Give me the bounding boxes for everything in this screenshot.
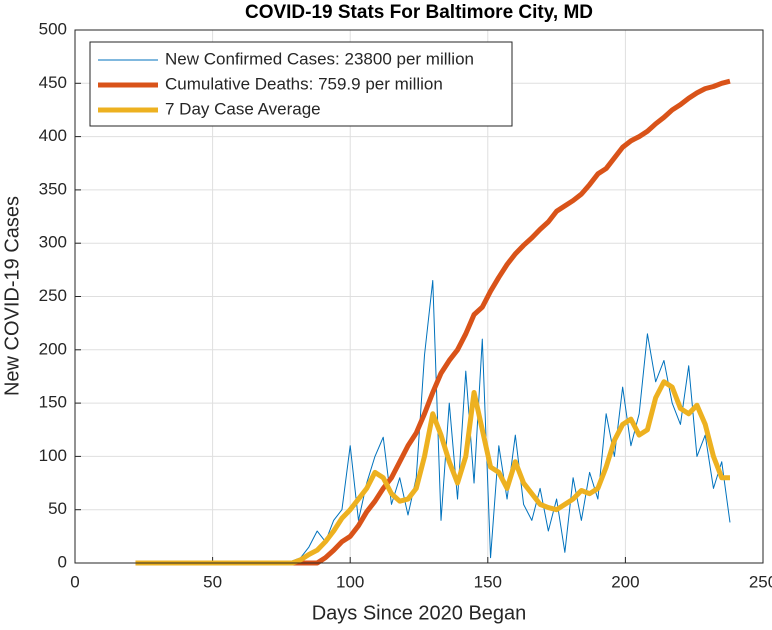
- chart-title: COVID-19 Stats For Baltimore City, MD: [245, 2, 593, 23]
- y-tick-label: 150: [39, 393, 67, 412]
- x-axis-label: Days Since 2020 Began: [312, 602, 527, 624]
- y-axis-label: New COVID-19 Cases: [1, 196, 23, 396]
- y-tick-label: 50: [48, 499, 67, 518]
- y-tick-label: 500: [39, 19, 67, 38]
- y-tick-label: 450: [39, 73, 67, 92]
- y-tick-label: 0: [58, 552, 67, 571]
- y-tick-label: 350: [39, 179, 67, 198]
- x-tick-label: 150: [474, 572, 502, 591]
- legend-label: 7 Day Case Average: [165, 99, 321, 118]
- x-tick-label: 200: [611, 572, 639, 591]
- y-tick-label: 200: [39, 339, 67, 358]
- legend-label: Cumulative Deaths: 759.9 per million: [165, 74, 443, 93]
- x-tick-label: 250: [749, 572, 772, 591]
- y-tick-label: 400: [39, 126, 67, 145]
- x-tick-label: 0: [70, 572, 79, 591]
- y-tick-label: 100: [39, 446, 67, 465]
- y-tick-label: 250: [39, 286, 67, 305]
- legend-box: [89, 41, 513, 127]
- y-tick-label: 300: [39, 233, 67, 252]
- legend-label: New Confirmed Cases: 23800 per million: [165, 49, 474, 68]
- x-tick-label: 100: [336, 572, 364, 591]
- axes-box: [74, 29, 764, 564]
- x-tick-label: 50: [203, 572, 222, 591]
